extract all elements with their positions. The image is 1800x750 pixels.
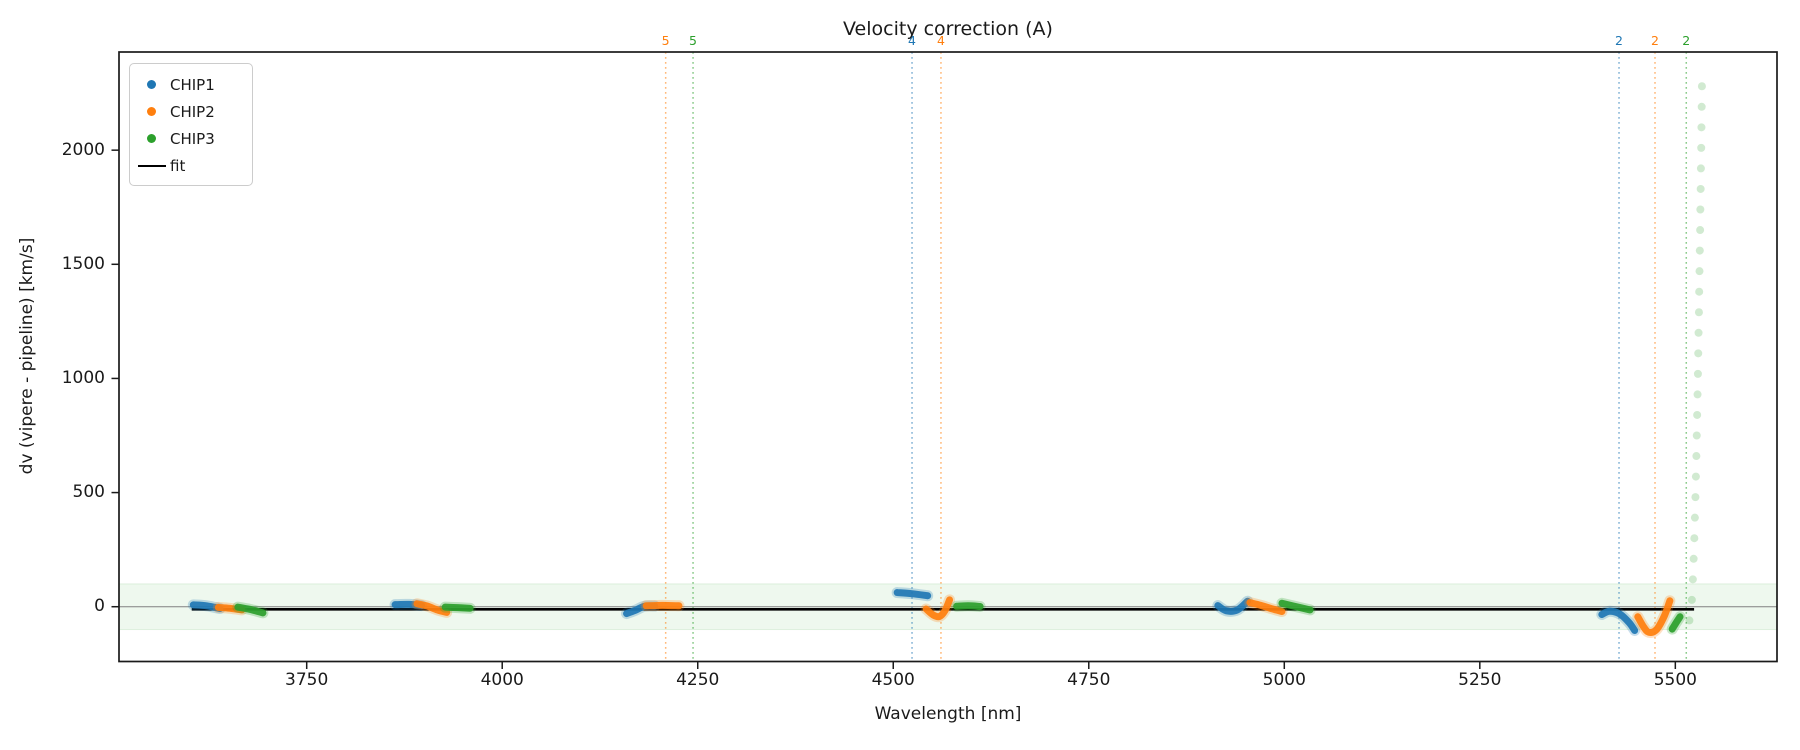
y-axis-label: dv (vipere - pipeline) [km/s] [17, 237, 37, 475]
diverging-tail-dot [1695, 287, 1704, 296]
x-tick-label: 5000 [1262, 670, 1306, 690]
order-count-label: 5 [689, 33, 697, 48]
order-count-label: 5 [661, 33, 670, 48]
fit-line-icon [138, 164, 166, 167]
diverging-tail-dot [1694, 349, 1703, 358]
legend-item-chip2: CHIP2 [140, 98, 242, 125]
legend: CHIP1 CHIP2 CHIP3 fit [129, 63, 253, 186]
diverging-tail-dot [1694, 308, 1703, 317]
diverging-tail-dot [1685, 616, 1694, 625]
diverging-tail-dot [1693, 369, 1702, 378]
diverging-tail-dot [1697, 102, 1706, 111]
order-count-label: 4 [908, 33, 916, 48]
y-tick-label: 1500 [61, 253, 105, 274]
y-tick-label: 0 [94, 596, 105, 617]
legend-item-chip1: CHIP1 [140, 71, 242, 98]
diverging-tail-dot [1688, 575, 1697, 584]
order-count-label: 4 [936, 33, 945, 48]
x-tick-label: 5250 [1458, 670, 1502, 690]
legend-label-chip2: CHIP2 [170, 102, 215, 121]
scatter-cluster [441, 603, 474, 612]
order-count-label: 2 [1651, 33, 1659, 48]
diverging-tail-dot [1697, 123, 1706, 132]
y-tick-label: 2000 [61, 139, 105, 160]
diverging-tail-dot [1693, 410, 1702, 419]
diverging-tail-dot [1690, 534, 1699, 543]
chip1-marker-icon [147, 80, 156, 89]
diverging-tail-dot [1696, 226, 1705, 235]
diverging-tail-dot [1689, 554, 1698, 563]
scatter-cluster [1668, 613, 1684, 633]
plot-border [118, 51, 1778, 663]
diverging-tail-dot [1687, 595, 1696, 604]
y-tick-label: 1000 [61, 367, 105, 388]
scatter-cluster [234, 603, 267, 617]
diverging-tail-dot [1695, 246, 1704, 255]
scatter-cluster [893, 589, 932, 600]
scatter-cluster [1634, 597, 1674, 636]
diverging-tail-dot [1693, 390, 1702, 399]
diverging-tail-dot [1692, 431, 1701, 440]
diverging-tail-dot [1695, 267, 1704, 276]
diverging-tail-dot [1697, 82, 1706, 91]
x-tick-label: 4250 [676, 670, 720, 690]
legend-item-chip3: CHIP3 [140, 125, 242, 152]
diverging-tail-dot [1690, 513, 1699, 522]
scatter-cluster [1214, 597, 1252, 615]
diverging-tail-dot [1696, 164, 1705, 173]
legend-label-fit: fit [170, 156, 186, 175]
diverging-tail-dot [1692, 452, 1701, 461]
chip2-marker-icon [147, 107, 156, 116]
legend-label-chip3: CHIP3 [170, 129, 215, 148]
diverging-tail-dot [1691, 493, 1700, 502]
diverging-tail-dot [1696, 184, 1705, 193]
scatter-cluster [1246, 599, 1286, 616]
y-tick-label: 500 [72, 482, 105, 503]
x-tick-label: 5500 [1653, 670, 1697, 690]
scatter-cluster [1598, 607, 1639, 634]
scatter-cluster [1278, 599, 1314, 614]
x-tick-label: 3750 [285, 670, 329, 690]
order-count-label: 2 [1682, 33, 1691, 48]
diverging-tail-dot [1697, 143, 1706, 152]
chip3-marker-icon [147, 134, 156, 143]
order-count-label: 2 [1615, 33, 1623, 48]
x-tick-label: 4750 [1067, 670, 1111, 690]
legend-item-fit: fit [138, 152, 242, 179]
x-axis-label: Wavelength [nm] [874, 704, 1022, 724]
diverging-tail-dot [1691, 472, 1700, 481]
scatter-cluster [922, 596, 954, 621]
legend-label-chip1: CHIP1 [170, 75, 215, 94]
chart-title: Velocity correction (A) [843, 18, 1053, 40]
diverging-tail-dot [1696, 205, 1705, 214]
x-tick-label: 4000 [480, 670, 524, 690]
x-tick-label: 4500 [871, 670, 915, 690]
scatter-cluster [413, 600, 451, 616]
scatter-cluster [953, 602, 984, 610]
diverging-tail-dot [1694, 328, 1703, 337]
